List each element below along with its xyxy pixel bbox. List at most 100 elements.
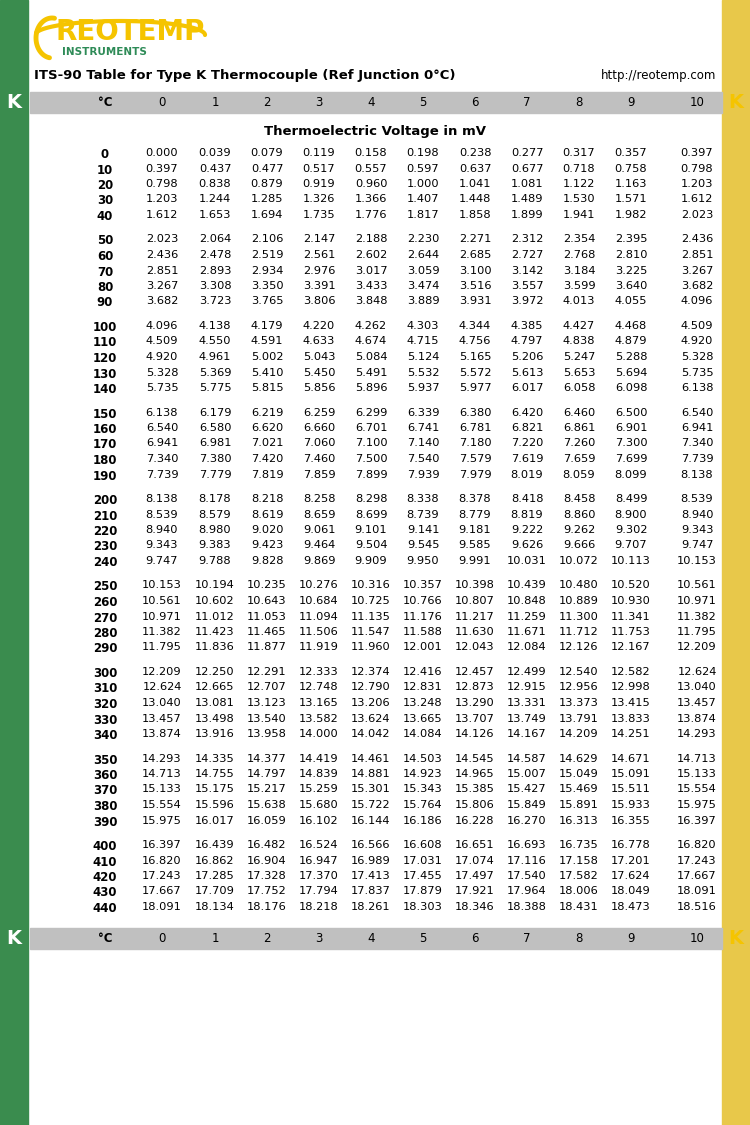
Text: 10.725: 10.725 — [351, 596, 391, 606]
Text: 13.833: 13.833 — [611, 713, 651, 723]
Text: 12.624: 12.624 — [677, 667, 717, 677]
Text: 1.612: 1.612 — [681, 195, 713, 205]
Text: 4.385: 4.385 — [511, 321, 543, 331]
Text: 1: 1 — [211, 932, 219, 945]
Text: 18.176: 18.176 — [248, 902, 286, 912]
Text: 2.519: 2.519 — [251, 250, 284, 260]
Text: 6: 6 — [471, 96, 478, 109]
Text: 16.102: 16.102 — [299, 816, 339, 826]
Text: 12.416: 12.416 — [404, 667, 442, 677]
Text: 1.941: 1.941 — [562, 210, 596, 220]
Text: 0.718: 0.718 — [562, 163, 596, 173]
Text: 6.058: 6.058 — [562, 382, 596, 393]
Text: 16.059: 16.059 — [248, 816, 286, 826]
Text: 230: 230 — [93, 540, 117, 554]
Text: 11.300: 11.300 — [559, 612, 599, 621]
Text: 10.235: 10.235 — [248, 580, 286, 591]
Text: 8.900: 8.900 — [615, 510, 647, 520]
Text: 14.461: 14.461 — [351, 754, 391, 764]
Text: 16.439: 16.439 — [195, 840, 235, 850]
Text: 0.677: 0.677 — [511, 163, 543, 173]
Text: 16.778: 16.778 — [611, 840, 651, 850]
Text: 5.328: 5.328 — [681, 352, 713, 362]
Text: 0.477: 0.477 — [251, 163, 284, 173]
Text: 14.251: 14.251 — [611, 729, 651, 739]
Text: 8.819: 8.819 — [511, 510, 543, 520]
Text: 13.457: 13.457 — [142, 713, 182, 723]
Text: 16.820: 16.820 — [677, 840, 717, 850]
Text: 5.165: 5.165 — [459, 352, 491, 362]
Text: 7.859: 7.859 — [303, 469, 335, 479]
Text: 1.694: 1.694 — [251, 210, 284, 220]
Text: 13.040: 13.040 — [142, 698, 182, 708]
Text: 8.980: 8.980 — [199, 525, 231, 536]
Text: 18.516: 18.516 — [677, 902, 717, 912]
Text: 14.881: 14.881 — [351, 770, 391, 778]
Text: 2.644: 2.644 — [407, 250, 439, 260]
Text: 3.433: 3.433 — [355, 281, 387, 291]
Text: 14.503: 14.503 — [404, 754, 442, 764]
Text: 2.106: 2.106 — [251, 234, 284, 244]
Text: 2.934: 2.934 — [251, 266, 284, 276]
Text: 7.699: 7.699 — [615, 455, 647, 464]
Text: 3.640: 3.640 — [615, 281, 647, 291]
Text: 18.091: 18.091 — [142, 902, 182, 912]
Text: °C: °C — [98, 96, 112, 109]
Text: 14.713: 14.713 — [677, 754, 717, 764]
Text: 390: 390 — [93, 816, 117, 828]
Text: 17.243: 17.243 — [677, 855, 717, 865]
Text: 11.795: 11.795 — [677, 627, 717, 637]
Text: 15.975: 15.975 — [142, 816, 182, 826]
Text: 17.582: 17.582 — [559, 871, 598, 881]
Text: 4.468: 4.468 — [615, 321, 647, 331]
Text: 5.532: 5.532 — [406, 368, 439, 378]
Text: 11.094: 11.094 — [299, 612, 339, 621]
Text: 18.431: 18.431 — [559, 902, 598, 912]
Text: 8.579: 8.579 — [199, 510, 231, 520]
Text: 14.293: 14.293 — [677, 729, 717, 739]
Text: 1.407: 1.407 — [406, 195, 439, 205]
Text: 3.142: 3.142 — [511, 266, 543, 276]
Text: 15.175: 15.175 — [195, 784, 235, 794]
Text: 2.354: 2.354 — [562, 234, 596, 244]
Text: 0.158: 0.158 — [355, 148, 387, 158]
Text: 160: 160 — [93, 423, 117, 436]
Text: 4.096: 4.096 — [681, 297, 713, 306]
Text: 9.788: 9.788 — [199, 556, 231, 566]
Text: 17.158: 17.158 — [559, 855, 599, 865]
Text: 90: 90 — [97, 297, 113, 309]
Text: 15.049: 15.049 — [559, 770, 598, 778]
Text: 3.682: 3.682 — [681, 281, 713, 291]
Text: 8.378: 8.378 — [459, 494, 491, 504]
Text: K: K — [728, 93, 743, 112]
Text: 200: 200 — [93, 494, 117, 507]
Text: 10.316: 10.316 — [351, 580, 391, 591]
Text: 12.250: 12.250 — [195, 667, 235, 677]
Text: 13.749: 13.749 — [507, 713, 547, 723]
Text: 5.613: 5.613 — [511, 368, 543, 378]
Text: 10.971: 10.971 — [142, 612, 182, 621]
Text: 16.524: 16.524 — [299, 840, 339, 850]
Text: 170: 170 — [93, 439, 117, 451]
Text: 16.862: 16.862 — [195, 855, 235, 865]
Text: 18.346: 18.346 — [455, 902, 495, 912]
Text: 4.013: 4.013 — [562, 297, 596, 306]
Text: 7.939: 7.939 — [406, 469, 439, 479]
Text: 11.135: 11.135 — [351, 612, 391, 621]
Text: 6.138: 6.138 — [146, 407, 178, 417]
Text: 14.797: 14.797 — [248, 770, 286, 778]
Text: 13.206: 13.206 — [351, 698, 391, 708]
Text: 3.350: 3.350 — [251, 281, 284, 291]
Text: 1.122: 1.122 — [562, 179, 596, 189]
Text: 15.554: 15.554 — [677, 784, 717, 794]
Text: 1.653: 1.653 — [199, 210, 231, 220]
Text: 3.848: 3.848 — [355, 297, 387, 306]
Text: 1.448: 1.448 — [459, 195, 491, 205]
Text: 0.758: 0.758 — [615, 163, 647, 173]
Text: 4.920: 4.920 — [146, 352, 178, 362]
Text: 4.920: 4.920 — [681, 336, 713, 346]
Text: 5.694: 5.694 — [615, 368, 647, 378]
Text: 11.547: 11.547 — [351, 627, 391, 637]
Text: 8.099: 8.099 — [615, 469, 647, 479]
Text: 12.831: 12.831 — [404, 683, 442, 693]
